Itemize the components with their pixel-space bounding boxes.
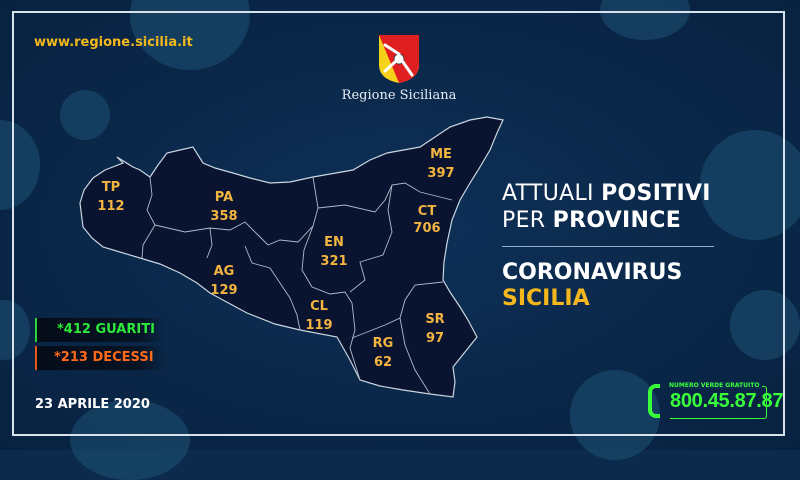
hotline-box[interactable]: NUMERO VERDE GRATUITO 800.45.87.87 bbox=[648, 382, 783, 426]
province-en: EN 321 bbox=[314, 234, 354, 270]
headline-text: PER bbox=[502, 208, 553, 233]
province-code: EN bbox=[324, 235, 344, 250]
province-sr: SR 97 bbox=[415, 311, 455, 347]
phone-icon bbox=[648, 384, 660, 418]
date: 23 APRILE 2020 bbox=[35, 397, 150, 412]
hotline-caption: NUMERO VERDE GRATUITO bbox=[669, 382, 763, 389]
province-code: CL bbox=[310, 299, 328, 314]
frame-border bbox=[12, 11, 785, 436]
province-value: 119 bbox=[305, 318, 333, 333]
deaths-stat: *213 DECESSI bbox=[35, 346, 165, 370]
province-value: 97 bbox=[425, 331, 445, 346]
province-pa: PA 358 bbox=[204, 189, 244, 225]
headline: ATTUALI POSITIVI PER PROVINCE bbox=[502, 180, 711, 234]
province-code: CT bbox=[417, 204, 437, 219]
province-code: RG bbox=[372, 336, 394, 351]
province-value: 62 bbox=[373, 355, 393, 370]
sicily-outline bbox=[79, 116, 504, 398]
province-borders bbox=[141, 176, 453, 395]
virus-decoration bbox=[570, 370, 660, 460]
sicily-coat-of-arms-logo bbox=[379, 35, 419, 83]
province-code: AG bbox=[213, 264, 235, 279]
province-value: 112 bbox=[97, 199, 125, 214]
virus-decoration bbox=[60, 90, 110, 140]
subtitle-line1: CORONAVIRUS bbox=[502, 260, 683, 285]
headline-text: ATTUALI bbox=[502, 181, 602, 206]
province-code: SR bbox=[425, 312, 445, 327]
province-value: 706 bbox=[413, 221, 441, 236]
province-ct: CT 706 bbox=[407, 203, 447, 237]
sicily-map bbox=[79, 116, 504, 398]
province-me: ME 397 bbox=[421, 146, 461, 182]
province-tp: TP 112 bbox=[91, 179, 131, 215]
province-code: ME bbox=[430, 147, 452, 162]
hotline-number[interactable]: 800.45.87.87 bbox=[670, 390, 784, 412]
province-code: TP bbox=[101, 180, 121, 195]
province-value: 321 bbox=[320, 254, 348, 269]
recovered-stat: *412 GUARITI bbox=[35, 318, 165, 342]
province-rg: RG 62 bbox=[363, 335, 403, 371]
province-value: 129 bbox=[210, 283, 238, 298]
province-value: 358 bbox=[210, 209, 238, 224]
subtitle: CORONAVIRUS SICILIA bbox=[502, 260, 682, 312]
virus-decoration bbox=[730, 290, 800, 360]
province-ag: AG 129 bbox=[204, 263, 244, 299]
logo-text: Regione Siciliana bbox=[341, 88, 457, 103]
subtitle-line2: SICILIA bbox=[502, 286, 590, 311]
province-code: PA bbox=[214, 190, 234, 205]
headline-bold: POSITIVI bbox=[601, 181, 711, 206]
province-cl: CL 119 bbox=[299, 298, 339, 334]
province-value: 397 bbox=[427, 166, 455, 181]
headline-bold: PROVINCE bbox=[552, 208, 682, 233]
divider bbox=[502, 246, 714, 247]
website-link[interactable]: www.regione.sicilia.it bbox=[34, 35, 193, 50]
